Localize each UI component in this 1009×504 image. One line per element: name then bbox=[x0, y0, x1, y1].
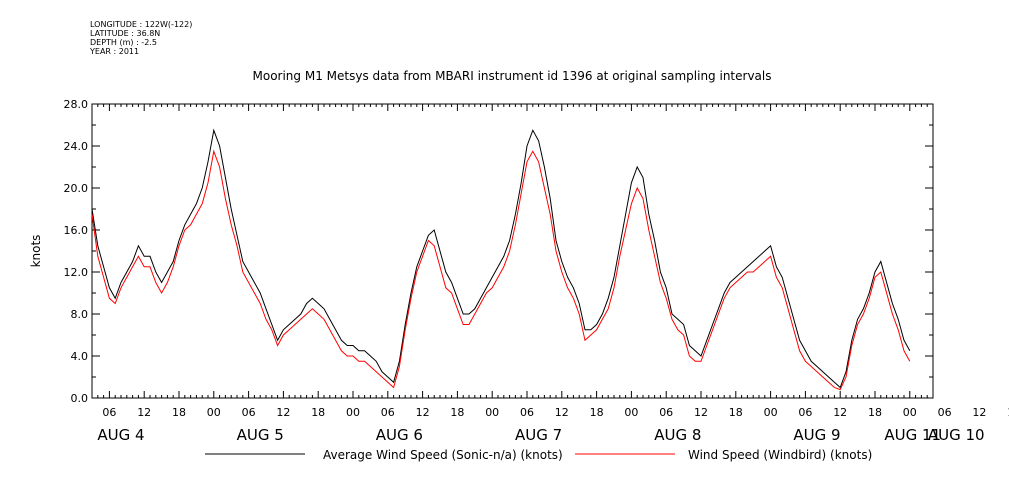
x-tick-label: 12 bbox=[694, 406, 708, 419]
x-tick-label: 18 bbox=[590, 406, 604, 419]
date-label: AUG 10 bbox=[928, 426, 985, 444]
x-tick-label: 06 bbox=[798, 406, 812, 419]
x-tick-label: 00 bbox=[903, 406, 917, 419]
x-tick-label: 06 bbox=[659, 406, 673, 419]
y-tick-label: 16.0 bbox=[64, 224, 89, 237]
x-tick-label: 18 bbox=[450, 406, 464, 419]
legend-label-windbird: Wind Speed (Windbird) (knots) bbox=[688, 448, 872, 462]
x-tick-label: 18 bbox=[729, 406, 743, 419]
depth-label: DEPTH (m) : -2.5 bbox=[90, 38, 157, 47]
x-tick-label: 12 bbox=[555, 406, 569, 419]
x-tick-label: 06 bbox=[242, 406, 256, 419]
date-label: AUG 4 bbox=[97, 426, 144, 444]
y-tick-label: 28.0 bbox=[64, 98, 89, 111]
x-tick-label: 12 bbox=[276, 406, 290, 419]
y-tick-label: 24.0 bbox=[64, 140, 89, 153]
longitude-label: LONGITUDE : 122W(-122) bbox=[90, 20, 193, 29]
y-tick-label: 4.0 bbox=[71, 350, 89, 363]
x-tick-label: 06 bbox=[381, 406, 395, 419]
y-tick-label: 8.0 bbox=[71, 308, 89, 321]
y-axis-label: knots bbox=[29, 235, 43, 268]
x-tick-label: 12 bbox=[972, 406, 986, 419]
x-tick-label: 00 bbox=[485, 406, 499, 419]
series-line-sonic bbox=[91, 128, 911, 389]
latitude-label: LATITUDE : 36.8N bbox=[90, 29, 161, 38]
date-label: AUG 5 bbox=[237, 426, 284, 444]
x-tick-label: 12 bbox=[833, 406, 847, 419]
x-tick-label: 06 bbox=[520, 406, 534, 419]
x-tick-label: 06 bbox=[938, 406, 952, 419]
x-tick-label: 12 bbox=[416, 406, 430, 419]
x-tick-label: 18 bbox=[311, 406, 325, 419]
x-tick-label: 00 bbox=[346, 406, 360, 419]
date-label: AUG 7 bbox=[515, 426, 562, 444]
x-tick-label: 00 bbox=[624, 406, 638, 419]
x-tick-label: 18 bbox=[172, 406, 186, 419]
y-tick-label: 12.0 bbox=[64, 266, 89, 279]
axes-group: 06 12 18 00 06 12 18 00 06 12 18 00 06 12 18 00 06 12 18 00… bbox=[64, 98, 1009, 444]
date-label: AUG 11 bbox=[884, 426, 941, 444]
x-tick-label: 18 bbox=[868, 406, 882, 419]
x-tick-label: 12 bbox=[137, 406, 151, 419]
x-tick-label: 06 bbox=[102, 406, 116, 419]
date-label: AUG 9 bbox=[793, 426, 840, 444]
year-label: YEAR : 2011 bbox=[90, 47, 140, 56]
y-tick-label: 20.0 bbox=[64, 182, 89, 195]
chart-title: Mooring M1 Metsys data from MBARI instru… bbox=[253, 69, 772, 83]
legend: Average Wind Speed (Sonic-n/a) (knots) W… bbox=[205, 448, 872, 462]
date-label: AUG 6 bbox=[376, 426, 423, 444]
station-metadata: LONGITUDE : 122W(-122) LATITUDE : 36.8N … bbox=[90, 20, 192, 56]
series-layer bbox=[91, 128, 911, 391]
series-line-windbird bbox=[91, 149, 911, 391]
x-tick-label: 00 bbox=[764, 406, 778, 419]
date-label: AUG 8 bbox=[654, 426, 701, 444]
x-tick-label: 18 bbox=[1007, 406, 1009, 419]
x-tick-label: 00 bbox=[207, 406, 221, 419]
legend-label-sonic: Average Wind Speed (Sonic-n/a) (knots) bbox=[323, 448, 563, 462]
y-tick-label: 0.0 bbox=[71, 392, 89, 405]
